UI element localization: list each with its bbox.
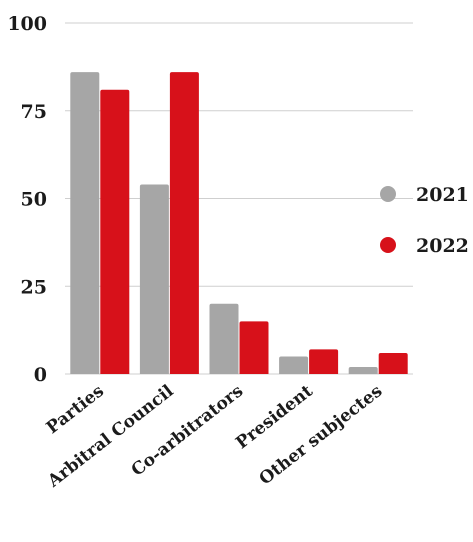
legend: 2021 2022 bbox=[380, 184, 469, 257]
x-tick-label: Arbitral Council bbox=[43, 381, 178, 492]
bar-2022-co-arbitrators bbox=[239, 321, 269, 374]
bar-2022-arbitral-council bbox=[169, 72, 199, 374]
legend-label-2021: 2021 bbox=[416, 184, 469, 206]
bar-2022-parties bbox=[100, 89, 130, 374]
y-tick-label: 25 bbox=[21, 276, 47, 298]
legend-label-2022: 2022 bbox=[416, 235, 469, 257]
x-tick-label: Parties bbox=[43, 381, 108, 438]
y-tick-label: 75 bbox=[21, 101, 47, 123]
bar-2021-arbitral-council bbox=[139, 184, 169, 374]
bar-2022-other-subjectes bbox=[378, 352, 408, 374]
y-tick-label: 50 bbox=[21, 189, 47, 211]
bar-2021-co-arbitrators bbox=[209, 303, 239, 374]
y-tick-label: 0 bbox=[34, 364, 47, 386]
y-axis-tick-labels: 0 25 50 75 100 bbox=[7, 13, 47, 386]
legend-marker-2021 bbox=[380, 186, 396, 202]
bar-2022-president bbox=[309, 349, 339, 374]
y-tick-label: 100 bbox=[7, 13, 47, 35]
bars bbox=[70, 72, 408, 374]
bar-2021-parties bbox=[70, 72, 100, 374]
bar-2021-president bbox=[279, 356, 309, 374]
x-tick-label: Other subjectes bbox=[256, 381, 387, 489]
legend-marker-2022 bbox=[380, 237, 396, 253]
bar-2021-other-subjectes bbox=[348, 366, 378, 374]
